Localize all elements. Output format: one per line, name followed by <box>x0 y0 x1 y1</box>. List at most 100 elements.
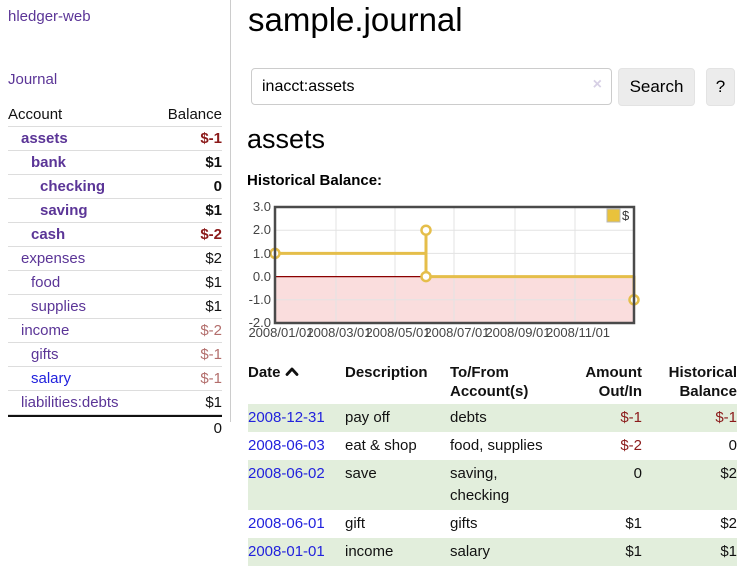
transaction-amount: $1 <box>625 515 642 532</box>
transaction-row: 2008-06-03 eat & shop food, supplies $-2… <box>248 432 737 460</box>
account-row: income $-2 <box>8 319 222 343</box>
account-link[interactable]: supplies <box>31 298 87 315</box>
transaction-balance: $2 <box>720 515 737 532</box>
transaction-accounts: gifts <box>450 515 478 532</box>
account-link[interactable]: liabilities:debts <box>21 394 119 411</box>
account-balance: $2 <box>205 250 222 267</box>
balance-column-header: Balance <box>167 106 222 123</box>
account-row: gifts $-1 <box>8 343 222 367</box>
clear-search-icon[interactable]: × <box>592 76 602 93</box>
description-column-header: Description <box>345 364 428 381</box>
search-input[interactable] <box>251 68 612 105</box>
account-row: checking 0 <box>8 175 222 199</box>
account-row: expenses $2 <box>8 247 222 271</box>
accounts-total-value: 0 <box>213 419 222 437</box>
data-point-marker <box>420 224 432 236</box>
y-tick: 1.0 <box>253 246 271 261</box>
account-balance: $1 <box>205 154 222 171</box>
account-row: supplies $1 <box>8 295 222 319</box>
account-balance-table: Account Balance assets $-1 bank $1 check… <box>8 103 222 439</box>
account-balance: $-2 <box>200 322 222 339</box>
x-tick: 2008/07/01 <box>424 325 489 340</box>
transaction-accounts: debts <box>450 409 487 426</box>
y-tick: 0.0 <box>253 269 271 284</box>
account-link[interactable]: income <box>21 322 70 339</box>
account-table-header: Account Balance <box>8 103 222 127</box>
x-tick: 2008/03/01 <box>306 325 371 340</box>
account-link[interactable]: salary <box>31 370 72 387</box>
account-row: food $1 <box>8 271 222 295</box>
plot-border <box>273 205 636 325</box>
transactions-table-header: Date Description To/From Account(s) Amou… <box>248 360 737 404</box>
transaction-amount: $-1 <box>620 409 642 426</box>
account-balance: $1 <box>205 274 222 291</box>
transactions-table: Date Description To/From Account(s) Amou… <box>248 360 737 566</box>
page-title: sample.journal <box>248 1 463 38</box>
transaction-date-link[interactable]: 2008-01-01 <box>248 543 325 560</box>
search-form: × <box>251 68 612 105</box>
transaction-balance: $2 <box>720 465 737 482</box>
transaction-row: 2008-06-02 save saving, checking 0 $2 <box>248 460 737 510</box>
legend-label: $ <box>622 208 630 223</box>
account-link[interactable]: gifts <box>31 346 59 363</box>
y-tick: 2.0 <box>253 222 271 237</box>
account-link[interactable]: checking <box>40 178 106 195</box>
account-row: cash $-2 <box>8 223 222 247</box>
balance-column-header: Historical Balance <box>668 364 737 400</box>
account-link[interactable]: assets <box>21 130 68 147</box>
transaction-description: eat & shop <box>345 437 417 454</box>
amount-column-header: Amount Out/In <box>585 364 642 400</box>
transaction-date-link[interactable]: 2008-06-01 <box>248 515 325 532</box>
transaction-amount: $1 <box>625 543 642 560</box>
account-balance: $-2 <box>200 226 222 243</box>
account-balance: $-1 <box>200 130 222 147</box>
transaction-row: 2008-01-01 income salary $1 $1 <box>248 538 737 566</box>
account-balance: $-1 <box>200 346 222 363</box>
transaction-accounts: saving, checking <box>450 465 510 504</box>
chart-title: Historical Balance: <box>247 172 383 189</box>
x-tick: 2008/01/01 <box>248 325 313 340</box>
date-header-label: Date <box>248 364 281 381</box>
transaction-description: income <box>345 543 394 560</box>
account-row: saving $1 <box>8 199 222 223</box>
account-link[interactable]: saving <box>40 202 88 219</box>
account-link[interactable]: expenses <box>21 250 86 267</box>
transaction-accounts: salary <box>450 543 491 560</box>
transaction-description: gift <box>345 515 366 532</box>
transaction-description: save <box>345 465 377 482</box>
account-link[interactable]: food <box>31 274 61 291</box>
transaction-date-link[interactable]: 2008-06-03 <box>248 437 325 454</box>
account-link[interactable]: cash <box>31 226 66 243</box>
tofrom-column-header: To/From Account(s) <box>450 364 529 400</box>
data-point-marker <box>420 270 432 283</box>
account-balance: $1 <box>205 394 222 411</box>
transaction-row: 2008-06-01 gift gifts $1 $2 <box>248 510 737 538</box>
transaction-amount: $-2 <box>620 437 642 454</box>
account-row: salary $-1 <box>8 367 222 391</box>
app-brand-link[interactable]: hledger-web <box>8 8 91 25</box>
transaction-balance: $-1 <box>715 409 737 426</box>
transaction-balance: 0 <box>728 437 737 454</box>
transaction-amount: 0 <box>633 465 642 482</box>
transaction-accounts: food, supplies <box>450 437 543 454</box>
transaction-date-link[interactable]: 2008-06-02 <box>248 465 325 482</box>
sidebar-item-journal[interactable]: Journal <box>8 71 58 88</box>
x-tick: 2008/11/01 <box>546 325 610 340</box>
account-column-header: Account <box>8 106 63 123</box>
transaction-date-link[interactable]: 2008-12-31 <box>248 409 325 426</box>
search-button[interactable]: Search <box>618 68 695 106</box>
y-tick: -1.0 <box>249 292 271 307</box>
account-row: liabilities:debts $1 <box>8 391 222 415</box>
y-tick: -2.0 <box>249 315 271 330</box>
historical-balance-chart: $ 3.0 2.0 1.0 0.0 -1.0 -2.0 2008/01/01 2… <box>248 199 640 340</box>
account-heading: assets <box>247 124 326 154</box>
account-row: bank $1 <box>8 151 222 175</box>
sidebar-divider <box>230 0 231 422</box>
transaction-description: pay off <box>345 409 390 426</box>
help-button[interactable]: ? <box>706 68 735 106</box>
account-link[interactable]: bank <box>31 154 67 171</box>
x-tick: 2008/05/01 <box>365 325 430 340</box>
date-column-header[interactable]: Date <box>248 360 345 404</box>
account-row: assets $-1 <box>8 127 222 151</box>
accounts-total-row: 0 <box>8 415 222 439</box>
